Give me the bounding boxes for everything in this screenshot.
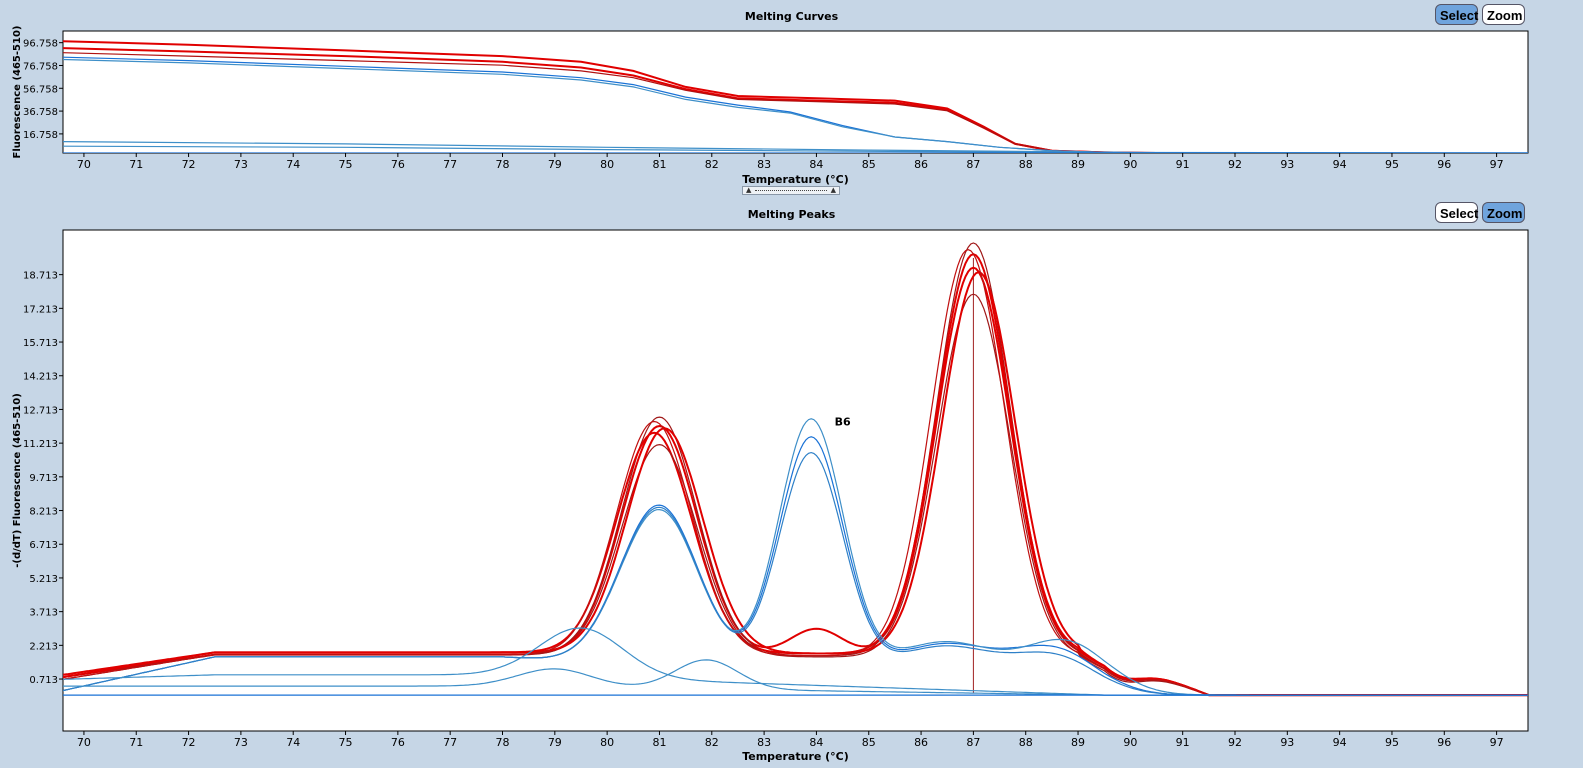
x-tick-label: 74: [286, 736, 300, 749]
x-tick-label: 88: [1019, 158, 1033, 171]
x-tick-label: 73: [234, 158, 248, 171]
x-tick-label: 79: [548, 158, 562, 171]
x-tick-label: 95: [1385, 158, 1399, 171]
y-tick-label: 5.213: [29, 574, 58, 585]
y-tick-label: 3.713: [29, 608, 58, 619]
x-tick-label: 84: [809, 736, 823, 749]
y-tick-label: 56.758: [23, 84, 58, 95]
x-tick-label: 90: [1123, 736, 1137, 749]
x-tick-label: 86: [914, 158, 928, 171]
y-tick-label: 36.758: [23, 107, 58, 118]
x-tick-label: 97: [1490, 736, 1504, 749]
x-tick-label: 87: [966, 158, 980, 171]
chart-2-group: 70 71 72 73 74 75 76 77 78 79 80 81 82 83 84 85 86 87 88 89…: [12, 229, 1529, 763]
x-tick-label: 82: [705, 736, 719, 749]
x-tick-label: 82: [705, 158, 719, 171]
x-tick-label: 93: [1280, 736, 1294, 749]
panel-splitter[interactable]: ▲ ▲: [742, 186, 840, 195]
melting-curves-title: Melting Curves: [744, 10, 839, 23]
y-tick-label: 0.713: [29, 675, 58, 686]
x-tick-label: 84: [809, 158, 823, 171]
curves-select-button[interactable]: Select: [1435, 4, 1478, 25]
x-tick-label: 74: [286, 158, 300, 171]
x-tick-label: 96: [1437, 158, 1451, 171]
x-tick-label: 86: [914, 736, 928, 749]
x-tick-label: 89: [1071, 158, 1085, 171]
x-tick-label: 94: [1333, 736, 1347, 749]
x-tick-label: 70: [77, 736, 91, 749]
chart-1-group: 70 71 72 73 74 75 76 77 78 79 80 81 82 83 84 85 86 87 88 89…: [12, 26, 1529, 186]
y-tick-label: 8.213: [29, 507, 58, 518]
x-tick-label: 71: [129, 736, 143, 749]
x-tick-label: 94: [1333, 158, 1347, 171]
x-tick-label: 96: [1437, 736, 1451, 749]
series-sample-blue-2: [63, 58, 1157, 153]
y-tick-label: 76.758: [23, 61, 58, 72]
x-tick-label: 80: [600, 736, 614, 749]
x-tick-label: 80: [600, 158, 614, 171]
x-tick-label: 77: [443, 158, 457, 171]
y-tick-label: 16.758: [23, 130, 58, 141]
curves-zoom-button[interactable]: Zoom: [1482, 4, 1525, 25]
x-tick-label: 76: [391, 158, 405, 171]
x-tick-label: 76: [391, 736, 405, 749]
y-tick-label: 96.758: [23, 39, 58, 50]
plot-area: [62, 30, 1529, 154]
y-tick-label: 14.213: [23, 372, 58, 383]
series-sample-low: [63, 52, 1157, 153]
x-tick-label: 72: [182, 736, 196, 749]
y-tick-label: 17.213: [23, 304, 58, 315]
peak-annotation-b6: B6: [835, 415, 851, 428]
y-tick-label: 12.713: [23, 405, 58, 416]
y-tick-label: 11.213: [23, 439, 58, 450]
series-group: [63, 40, 1528, 153]
x-tick-label: 92: [1228, 736, 1242, 749]
melting-peaks-title: Melting Peaks: [747, 208, 836, 221]
x-tick-label: 85: [862, 736, 876, 749]
x-tick-label: 81: [652, 158, 666, 171]
x-axis-label: Temperature (°C): [742, 173, 849, 186]
x-tick-label: 85: [862, 158, 876, 171]
x-tick-label: 95: [1385, 736, 1399, 749]
x-axis-label: Temperature (°C): [742, 750, 849, 763]
x-tick-label: 90: [1123, 158, 1137, 171]
x-tick-label: 97: [1490, 158, 1504, 171]
plot-area: [62, 229, 1529, 732]
x-tick-label: 79: [548, 736, 562, 749]
peaks-select-button[interactable]: Select: [1435, 202, 1478, 223]
y-tick-label: 6.713: [29, 540, 58, 551]
x-tick-label: 75: [339, 158, 353, 171]
x-tick-label: 81: [652, 736, 666, 749]
x-tick-label: 89: [1071, 736, 1085, 749]
splitter-grip: [755, 190, 827, 191]
splitter-up-arrow-icon-right: ▲: [830, 186, 836, 194]
y-axis-label: -(d/dT) Fluorescence (465-510): [12, 393, 23, 568]
y-tick-label: 18.713: [23, 271, 58, 282]
x-tick-label: 77: [443, 736, 457, 749]
x-tick-label: 78: [496, 736, 510, 749]
x-tick-label: 73: [234, 736, 248, 749]
x-tick-label: 83: [757, 158, 771, 171]
x-tick-label: 75: [339, 736, 353, 749]
x-tick-label: 91: [1176, 736, 1190, 749]
y-tick-label: 15.713: [23, 338, 58, 349]
y-tick-label: 2.213: [29, 641, 58, 652]
x-tick-label: 87: [966, 736, 980, 749]
series-group: [63, 242, 1528, 697]
x-tick-label: 91: [1176, 158, 1190, 171]
x-tick-label: 92: [1228, 158, 1242, 171]
x-tick-label: 78: [496, 158, 510, 171]
x-tick-label: 93: [1280, 158, 1294, 171]
splitter-up-arrow-icon: ▲: [746, 186, 752, 194]
peaks-zoom-button[interactable]: Zoom: [1482, 202, 1525, 223]
x-tick-label: 71: [129, 158, 143, 171]
x-tick-label: 88: [1019, 736, 1033, 749]
y-axis-label: Fluorescence (465-510): [12, 26, 23, 159]
x-tick-label: 83: [757, 736, 771, 749]
x-tick-label: 70: [77, 158, 91, 171]
y-tick-label: 9.713: [29, 473, 58, 484]
x-tick-label: 72: [182, 158, 196, 171]
